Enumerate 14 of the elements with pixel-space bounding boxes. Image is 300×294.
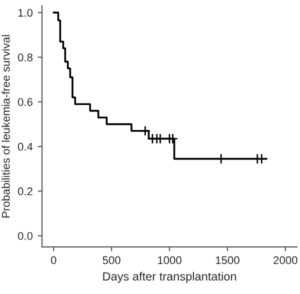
y-tick-label: 1.0	[18, 8, 33, 17]
x-tick-label: 500	[102, 256, 120, 264]
x-tick-label: 2000	[274, 256, 298, 264]
y-tick-label: 0.4	[18, 142, 33, 151]
x-tick-label: 1500	[216, 256, 240, 264]
y-tick-label: 0.0	[18, 232, 33, 240]
point	[140, 126, 151, 136]
y-axis-title: Probabilities of leukemia-free survival	[2, 35, 10, 218]
x-tick-label: 0	[50, 256, 56, 264]
y-tick-label: 0.2	[18, 187, 32, 196]
x-axis-title: Days after transplantation	[103, 272, 236, 283]
y-tick-label: 0.8	[18, 53, 32, 62]
x-tick-label: 1000	[158, 256, 182, 264]
y-tick-label: 0.6	[18, 98, 32, 106]
